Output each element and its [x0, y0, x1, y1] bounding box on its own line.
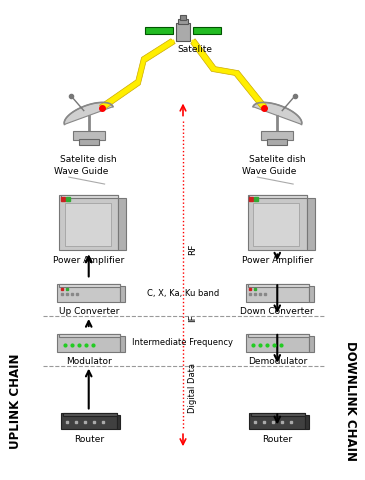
- Text: Router: Router: [262, 435, 292, 444]
- Bar: [180, 15, 186, 20]
- Bar: [176, 23, 190, 41]
- Bar: [267, 139, 287, 145]
- Bar: [246, 334, 309, 352]
- Bar: [247, 284, 309, 288]
- Bar: [145, 27, 173, 34]
- Bar: [193, 27, 221, 34]
- Bar: [247, 334, 309, 337]
- Bar: [61, 413, 116, 429]
- Text: Wave Guide: Wave Guide: [242, 167, 296, 176]
- Bar: [309, 286, 314, 302]
- Polygon shape: [64, 102, 113, 124]
- Bar: [57, 334, 120, 352]
- Text: DOWNLINK CHAIN: DOWNLINK CHAIN: [344, 341, 357, 461]
- Text: Router: Router: [74, 435, 104, 444]
- Text: Modulator: Modulator: [66, 357, 112, 366]
- Bar: [247, 195, 307, 250]
- Text: C, X, Ka, Ku band: C, X, Ka, Ku band: [147, 289, 219, 298]
- Text: IF: IF: [188, 314, 197, 322]
- Bar: [250, 413, 305, 429]
- Text: RF: RF: [188, 244, 197, 255]
- Text: Satelite dish: Satelite dish: [60, 155, 117, 164]
- Bar: [120, 336, 126, 352]
- Polygon shape: [191, 39, 266, 110]
- Bar: [246, 284, 309, 302]
- Text: Digital Data: Digital Data: [188, 362, 197, 413]
- Bar: [307, 198, 315, 250]
- Text: Power Amplifier: Power Amplifier: [242, 255, 313, 264]
- Polygon shape: [253, 102, 302, 124]
- Text: Satelite: Satelite: [177, 45, 212, 54]
- Bar: [57, 284, 120, 302]
- Bar: [63, 413, 116, 416]
- Text: Demodulator: Demodulator: [247, 357, 307, 366]
- Bar: [253, 203, 299, 246]
- Bar: [116, 415, 120, 429]
- Polygon shape: [99, 39, 175, 110]
- Text: Power Amplifier: Power Amplifier: [53, 255, 124, 264]
- Bar: [59, 284, 120, 288]
- Bar: [251, 413, 305, 416]
- Text: UPLINK CHAIN: UPLINK CHAIN: [9, 354, 22, 449]
- Bar: [65, 203, 111, 246]
- Bar: [73, 132, 105, 140]
- Bar: [119, 198, 126, 250]
- Text: Intermediate Frequency: Intermediate Frequency: [132, 338, 234, 348]
- Bar: [250, 195, 307, 198]
- Bar: [61, 195, 119, 198]
- Text: Wave Guide: Wave Guide: [54, 167, 108, 176]
- Bar: [309, 336, 314, 352]
- Bar: [305, 415, 309, 429]
- Text: Down Converter: Down Converter: [241, 307, 314, 316]
- Bar: [120, 286, 126, 302]
- Text: Up Converter: Up Converter: [58, 307, 119, 316]
- Bar: [261, 132, 293, 140]
- Bar: [178, 19, 188, 24]
- Bar: [59, 195, 119, 250]
- Bar: [59, 334, 120, 337]
- Bar: [79, 139, 99, 145]
- Text: Satelite dish: Satelite dish: [249, 155, 306, 164]
